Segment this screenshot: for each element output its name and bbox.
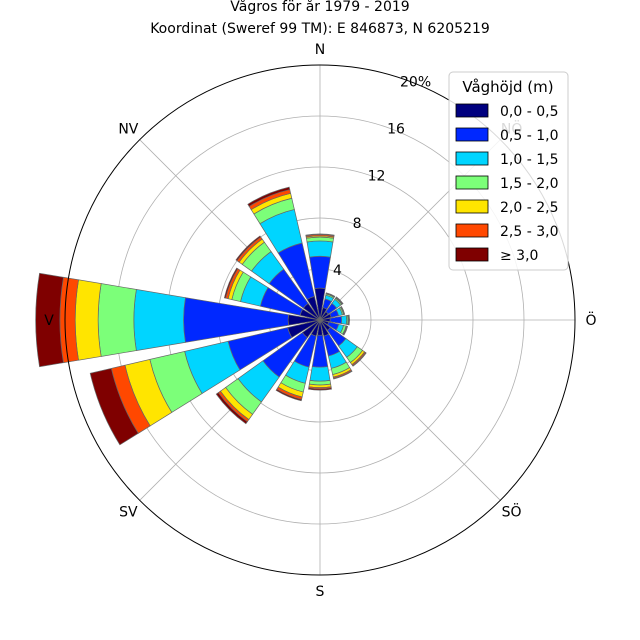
bar-segment-N-6: [305, 233, 335, 237]
legend-swatch-2: [455, 151, 489, 166]
outer-ring: [64, 64, 576, 576]
legend-label-1: 0,5 - 1,0: [500, 128, 558, 144]
radial-tick-label-1: 8: [353, 216, 362, 232]
bar-segment-V-3: [97, 283, 137, 357]
bar-segment-N-1: [309, 255, 331, 289]
legend-label-2: 1,0 - 1,5: [500, 152, 558, 168]
bar-segment-NNÖ-6: [325, 292, 336, 298]
bars-group: [35, 186, 367, 446]
bar-segment-NV-6: [235, 235, 262, 262]
bar-segment-N-2: [306, 240, 334, 258]
legend-label-5: 2,5 - 3,0: [500, 224, 558, 240]
radial-tick-labels: 4 8 12 16 20%: [333, 74, 431, 278]
bar-segment-SSV-6: [275, 388, 302, 402]
legend-swatch-1: [455, 127, 489, 142]
direction-label-2: Ö: [585, 311, 596, 329]
bar-segment-V-6: [35, 272, 64, 368]
bar-segment-Ö-6: [348, 314, 350, 326]
bar-segment-SÖ-6: [352, 352, 367, 367]
direction-label-3: SÖ: [502, 503, 522, 521]
chart-title: Vågros för år 1979 - 2019: [230, 0, 409, 15]
legend-swatch-6: [455, 247, 489, 262]
direction-label-0: N: [315, 42, 325, 58]
direction-label-4: S: [316, 584, 325, 600]
bar-segment-SV-6: [215, 392, 248, 425]
bar-segment-ÖSÖ-6: [343, 325, 348, 336]
bar-segment-NNV-6: [247, 186, 291, 207]
legend-items: 0,0 - 0,5 0,5 - 1,0 1,0 - 1,5 1,5 - 2,0 2,0 …: [455, 103, 558, 264]
radial-tick-label-4: 20%: [400, 74, 431, 90]
bar-segment-S-2: [309, 366, 331, 382]
bar-segment-NÖ-6: [335, 296, 344, 305]
legend-title: Våghöjd (m): [462, 78, 553, 96]
chart-subtitle: Koordinat (Sweref 99 TM): E 846873, N 62…: [150, 21, 490, 37]
legend-swatch-3: [455, 175, 489, 190]
legend-swatch-0: [455, 103, 489, 118]
radial-tick-label-2: 12: [368, 169, 386, 185]
direction-label-5: SV: [119, 505, 138, 521]
radial-tick-label-0: 4: [333, 263, 342, 279]
legend-frame: [448, 71, 569, 271]
bar-segment-V-4: [74, 279, 102, 361]
radial-tick-label-3: 16: [387, 122, 405, 138]
bar-segment-VNV-6: [223, 267, 239, 299]
bar-segment-V-2: [133, 289, 186, 351]
legend-label-0: 0,0 - 0,5: [500, 104, 558, 120]
bar-segment-Ö-2: [340, 315, 348, 325]
bar-segment-ÖNÖ-6: [340, 306, 346, 315]
bar-segment-S-6: [308, 387, 332, 391]
legend-label-6: ≥ 3,0: [500, 248, 538, 264]
bar-segment-VSV-6: [89, 367, 139, 446]
bar-segment-SSÖ-6: [333, 370, 353, 380]
legend: Våghöjd (m) 0,0 - 0,5 0,5 - 1,0 1,0 - 1,5 1…: [448, 71, 569, 271]
legend-label-4: 2,0 - 2,5: [500, 200, 558, 216]
legend-swatch-4: [455, 199, 489, 214]
direction-label-7: NV: [118, 121, 138, 137]
direction-label-6: V: [44, 313, 54, 329]
legend-swatch-5: [455, 223, 489, 238]
legend-label-3: 1,5 - 2,0: [500, 176, 558, 192]
